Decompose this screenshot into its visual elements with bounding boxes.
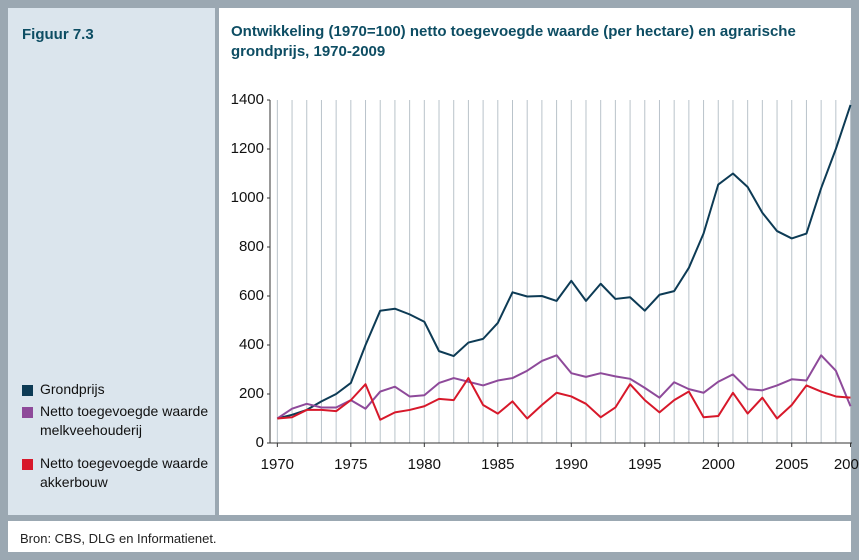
y-tick-label: 0 xyxy=(256,434,264,451)
x-tick-label: 2005 xyxy=(775,456,808,473)
x-tick-label: 2000 xyxy=(702,456,735,473)
line xyxy=(277,377,851,421)
line xyxy=(277,104,852,420)
y-tick-label: 200 xyxy=(239,385,264,402)
legend-swatch xyxy=(22,459,33,470)
x-tick-label: 1975 xyxy=(334,456,367,473)
legend-entry: Grondprijs xyxy=(22,380,210,399)
y-tick-label: 1400 xyxy=(231,91,264,108)
chart-panel xyxy=(219,8,851,515)
source-panel xyxy=(8,521,851,552)
legend-label: Netto toegevoegde waarde akkerbouw xyxy=(40,455,209,490)
source: Bron: CBS, DLG en Informatienet. xyxy=(20,531,217,546)
legend-label: Netto toegevoegde waarde melkveehouderij xyxy=(40,403,209,438)
x-tick-label: 1985 xyxy=(481,456,514,473)
side-panel xyxy=(8,8,215,515)
chart-title: Ontwikkeling (1970=100) netto toegevoegd… xyxy=(231,23,796,60)
y-tick-label: 400 xyxy=(239,336,264,353)
y-tick-label: 600 xyxy=(239,287,264,304)
legend-swatch xyxy=(22,407,33,418)
legend-entry: Netto toegevoegde waarde melkveehouderij xyxy=(22,402,210,440)
figure-label: Figuur 7.3 xyxy=(22,26,94,43)
x-tick-label: 1970 xyxy=(261,456,294,473)
x-tick-label: 1990 xyxy=(555,456,588,473)
y-tick-label: 1200 xyxy=(231,140,264,157)
x-tick-label: 1980 xyxy=(408,456,441,473)
x-tick-label: 1995 xyxy=(628,456,661,473)
y-tick-label: 800 xyxy=(239,238,264,255)
legend-label: Grondprijs xyxy=(40,381,105,397)
y-tick-label: 1000 xyxy=(231,189,264,206)
legend-entry: Netto toegevoegde waarde akkerbouw xyxy=(22,454,210,492)
x-tick-label: 2009 xyxy=(834,456,859,473)
legend-swatch xyxy=(22,385,33,396)
